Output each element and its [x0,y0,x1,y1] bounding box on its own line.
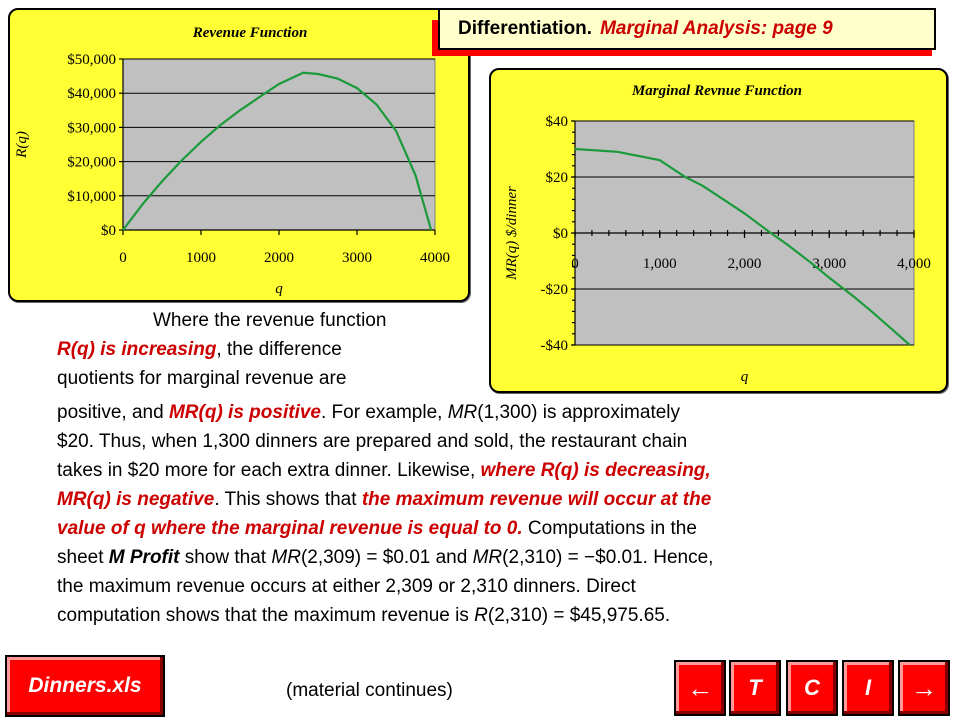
text-span: MR [472,547,503,568]
x-tick-label: 0 [571,256,579,272]
marginal-revenue-chart-panel: -$40 -$20 $0 $20 $40 0 1,000 2,000 3,000 4,000 Mar… [489,68,948,393]
main-paragraph: positive, and MR(q) is positive. For exa… [57,398,937,630]
text-span: R [474,605,488,626]
main-line-2: $20. Thus, when 1,300 dinners are prepar… [57,431,688,452]
sheet-name: M Profit [108,547,180,568]
main-line-5: value of q where the marginal revenue is… [57,514,937,543]
arrow-left-icon: ← [687,672,713,703]
x-tick-label: 4000 [420,250,450,266]
y-axis-label: R(q) [14,131,30,159]
x-tick-label: 2,000 [728,256,762,272]
slide-header: Differentiation. Marginal Analysis: page… [432,8,938,58]
main-line-6: sheet M Profit show that MR(2,309) = $0.… [57,543,937,572]
increasing-phrase: R(q) is increasing [57,339,217,360]
series-line [122,71,433,231]
y-tick-label: $20 [546,170,569,186]
x-tick-label: 1000 [186,250,216,266]
y-tick-label: $0 [101,223,116,239]
mr-positive-phrase: MR(q) is positive [168,402,321,423]
text-span: takes in $20 more for each extra dinner.… [57,460,481,481]
intro-line-2-rest: , the difference [216,339,342,360]
y-tick-label: $10,000 [67,189,116,205]
text-span: Computations in the [522,518,697,539]
y-tick-label: -$40 [541,338,569,354]
header-subtitle: Marginal Analysis: page 9 [600,18,833,39]
max-revenue-phrase: the maximum revenue will occur at the [361,489,712,510]
text-span: MR [271,547,301,568]
decreasing-phrase: where R(q) is decreasing, [480,460,711,481]
text-span: (2,310) = −$0.01. Hence, [502,547,714,568]
y-tick-label: $40 [546,114,569,130]
intro-line-3: quotients for marginal revenue are [57,368,347,389]
text-span: show that [179,547,272,568]
main-line-3: takes in $20 more for each extra dinner.… [57,456,937,485]
y-tick-label: $20,000 [67,155,116,171]
text-span: MR [447,402,478,423]
header-face: Differentiation. Marginal Analysis: page… [438,8,936,50]
mr-negative-phrase: MR(q) is negative [57,489,215,510]
header-title: Differentiation. [458,18,593,39]
y-tick-label: $30,000 [67,120,116,136]
c-button[interactable]: C [786,660,838,716]
dinners-file-button[interactable]: Dinners.xls [5,655,165,717]
arrow-right-icon: → [911,672,937,703]
chart-title: Marginal Revnue Function [631,83,802,99]
main-line-8: computation shows that the maximum reven… [57,601,937,630]
text-span: sheet [57,547,109,568]
intro-paragraph: Where the revenue function R(q) is incre… [57,306,467,393]
intro-line-2: R(q) is increasing, the difference [57,335,467,364]
x-axis-label: q [275,281,283,297]
plot-area [122,58,436,231]
x-tick-label: 1,000 [643,256,677,272]
intro-line-1: Where the revenue function [153,310,387,331]
chart-title: Revenue Function [192,25,308,41]
x-tick-label: 3,000 [812,256,846,272]
x-axis-label: q [741,369,749,385]
main-line-4: MR(q) is negative. This shows that the m… [57,485,937,514]
back-button[interactable]: ← [674,660,726,716]
y-tick-label: $0 [553,226,568,242]
y-axis-label: MR(q) $/dinner [504,186,520,281]
x-tick-label: 3000 [342,250,372,266]
text-span: . This shows that [214,489,362,510]
text-span: (1,300) is approximately [477,402,681,423]
main-line-7: the maximum revenue occurs at either 2,3… [57,576,636,597]
x-tick-label: 2000 [264,250,294,266]
text-span: (2,310) = $45,975.65. [487,605,671,626]
text-span: . For example, [320,402,448,423]
marginal-revenue-chart: -$40 -$20 $0 $20 $40 0 1,000 2,000 3,000 4,000 Mar… [504,83,931,385]
x-tick-label: 0 [119,250,127,266]
x-tick-label: 4,000 [897,256,931,272]
main-line-1: positive, and MR(q) is positive. For exa… [57,398,937,427]
text-span: computation shows that the maximum reven… [57,605,475,626]
material-continues-label: (material continues) [286,680,453,701]
t-button[interactable]: T [729,660,781,716]
revenue-chart-panel: $0 $10,000 $20,000 $30,000 $40,000 $50,000 0 10… [8,8,470,302]
max-revenue-phrase-cont: value of q where the marginal revenue is… [57,518,523,539]
text-span: positive, and [57,402,169,423]
forward-button[interactable]: → [898,660,950,716]
series-line [574,147,911,346]
t-button-label: T [748,675,762,700]
y-tick-label: $50,000 [67,52,116,68]
revenue-chart: $0 $10,000 $20,000 $30,000 $40,000 $50,000 0 10… [14,25,450,297]
i-button-label: I [864,675,872,700]
y-tick-label: $40,000 [67,86,116,102]
text-span: (2,309) = $0.01 and [300,547,473,568]
i-button[interactable]: I [842,660,894,716]
c-button-label: C [804,675,820,700]
y-tick-label: -$20 [541,282,569,298]
